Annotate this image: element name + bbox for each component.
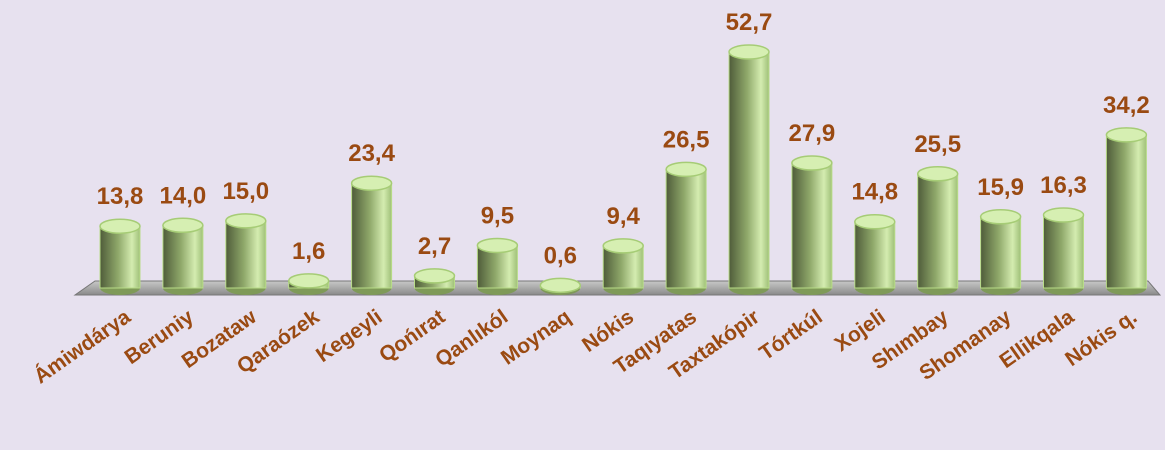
- cylinder: [602, 238, 644, 295]
- cylinder-top: [413, 268, 456, 284]
- cylinder-top: [225, 213, 267, 229]
- bar: [1105, 134, 1147, 289]
- bar: [602, 245, 644, 289]
- cylinder-top: [1042, 207, 1085, 223]
- value-label: 0,6: [544, 242, 577, 269]
- cylinder-top: [350, 175, 393, 191]
- value-label: 14,8: [851, 179, 898, 206]
- x-tick-label: Kegeyli: [312, 305, 386, 367]
- cylinder-top: [476, 237, 519, 254]
- value-label: 23,4: [348, 140, 395, 167]
- cylinder-top: [602, 238, 644, 254]
- cylinder: [162, 217, 204, 295]
- cylinder: [854, 213, 896, 295]
- value-label: 16,3: [1040, 172, 1087, 199]
- cylinder-top: [539, 277, 582, 294]
- value-label: 25,5: [914, 131, 961, 158]
- cylinder-top: [1105, 127, 1148, 143]
- cylinder: [350, 175, 393, 295]
- cylinder: [728, 44, 770, 295]
- cylinder: [476, 237, 519, 295]
- cylinder-top: [728, 44, 770, 60]
- cylinder-top: [854, 213, 896, 230]
- bar: [665, 168, 707, 289]
- cylinder: [1105, 127, 1148, 295]
- value-label: 9,4: [607, 203, 641, 230]
- bar: [917, 173, 959, 289]
- cylinder-top: [979, 209, 1022, 225]
- cylinder: [99, 218, 141, 295]
- bar: [791, 162, 833, 289]
- cylinder: [225, 213, 267, 295]
- cylinder: [287, 273, 330, 295]
- value-label: 2,7: [418, 233, 451, 260]
- cylinder-top: [665, 161, 707, 178]
- x-tick-label: Nókis q.: [1061, 305, 1141, 371]
- x-tick-label: Moynaq: [497, 305, 575, 369]
- value-label: 27,9: [789, 120, 836, 147]
- value-label: 52,7: [726, 9, 773, 36]
- x-tick-label: Ámiwdárya: [30, 305, 135, 388]
- cylinder: [916, 166, 959, 295]
- x-tick-label: Qanlıkól: [431, 305, 512, 371]
- cylinder-top: [916, 166, 959, 182]
- bar: [99, 225, 141, 289]
- bar: [351, 182, 393, 289]
- cylinder: [791, 155, 833, 295]
- cylinder: [979, 209, 1022, 295]
- cylinder: [1042, 207, 1085, 295]
- cylinder: [539, 277, 582, 295]
- bar: [980, 216, 1022, 289]
- value-label: 15,0: [222, 178, 269, 205]
- cylinder-top: [162, 217, 204, 234]
- x-tick-label: Tórtkúl: [755, 305, 826, 365]
- value-label: 15,9: [977, 174, 1024, 201]
- cylinder-top: [791, 155, 833, 171]
- bar: [162, 224, 204, 289]
- bar: [854, 221, 896, 289]
- value-label: 9,5: [481, 202, 514, 229]
- value-label: 26,5: [663, 126, 710, 153]
- bar: [728, 51, 770, 289]
- value-label: 1,6: [292, 238, 325, 265]
- cylinder-top: [99, 218, 141, 234]
- value-label: 14,0: [160, 182, 207, 209]
- bar: [1043, 214, 1084, 289]
- value-label: 13,8: [97, 183, 144, 210]
- value-label: 34,2: [1103, 92, 1150, 119]
- cylinder-top: [287, 273, 330, 289]
- bar: [225, 220, 267, 289]
- cylinder: [665, 161, 707, 295]
- cylinder: [413, 268, 456, 295]
